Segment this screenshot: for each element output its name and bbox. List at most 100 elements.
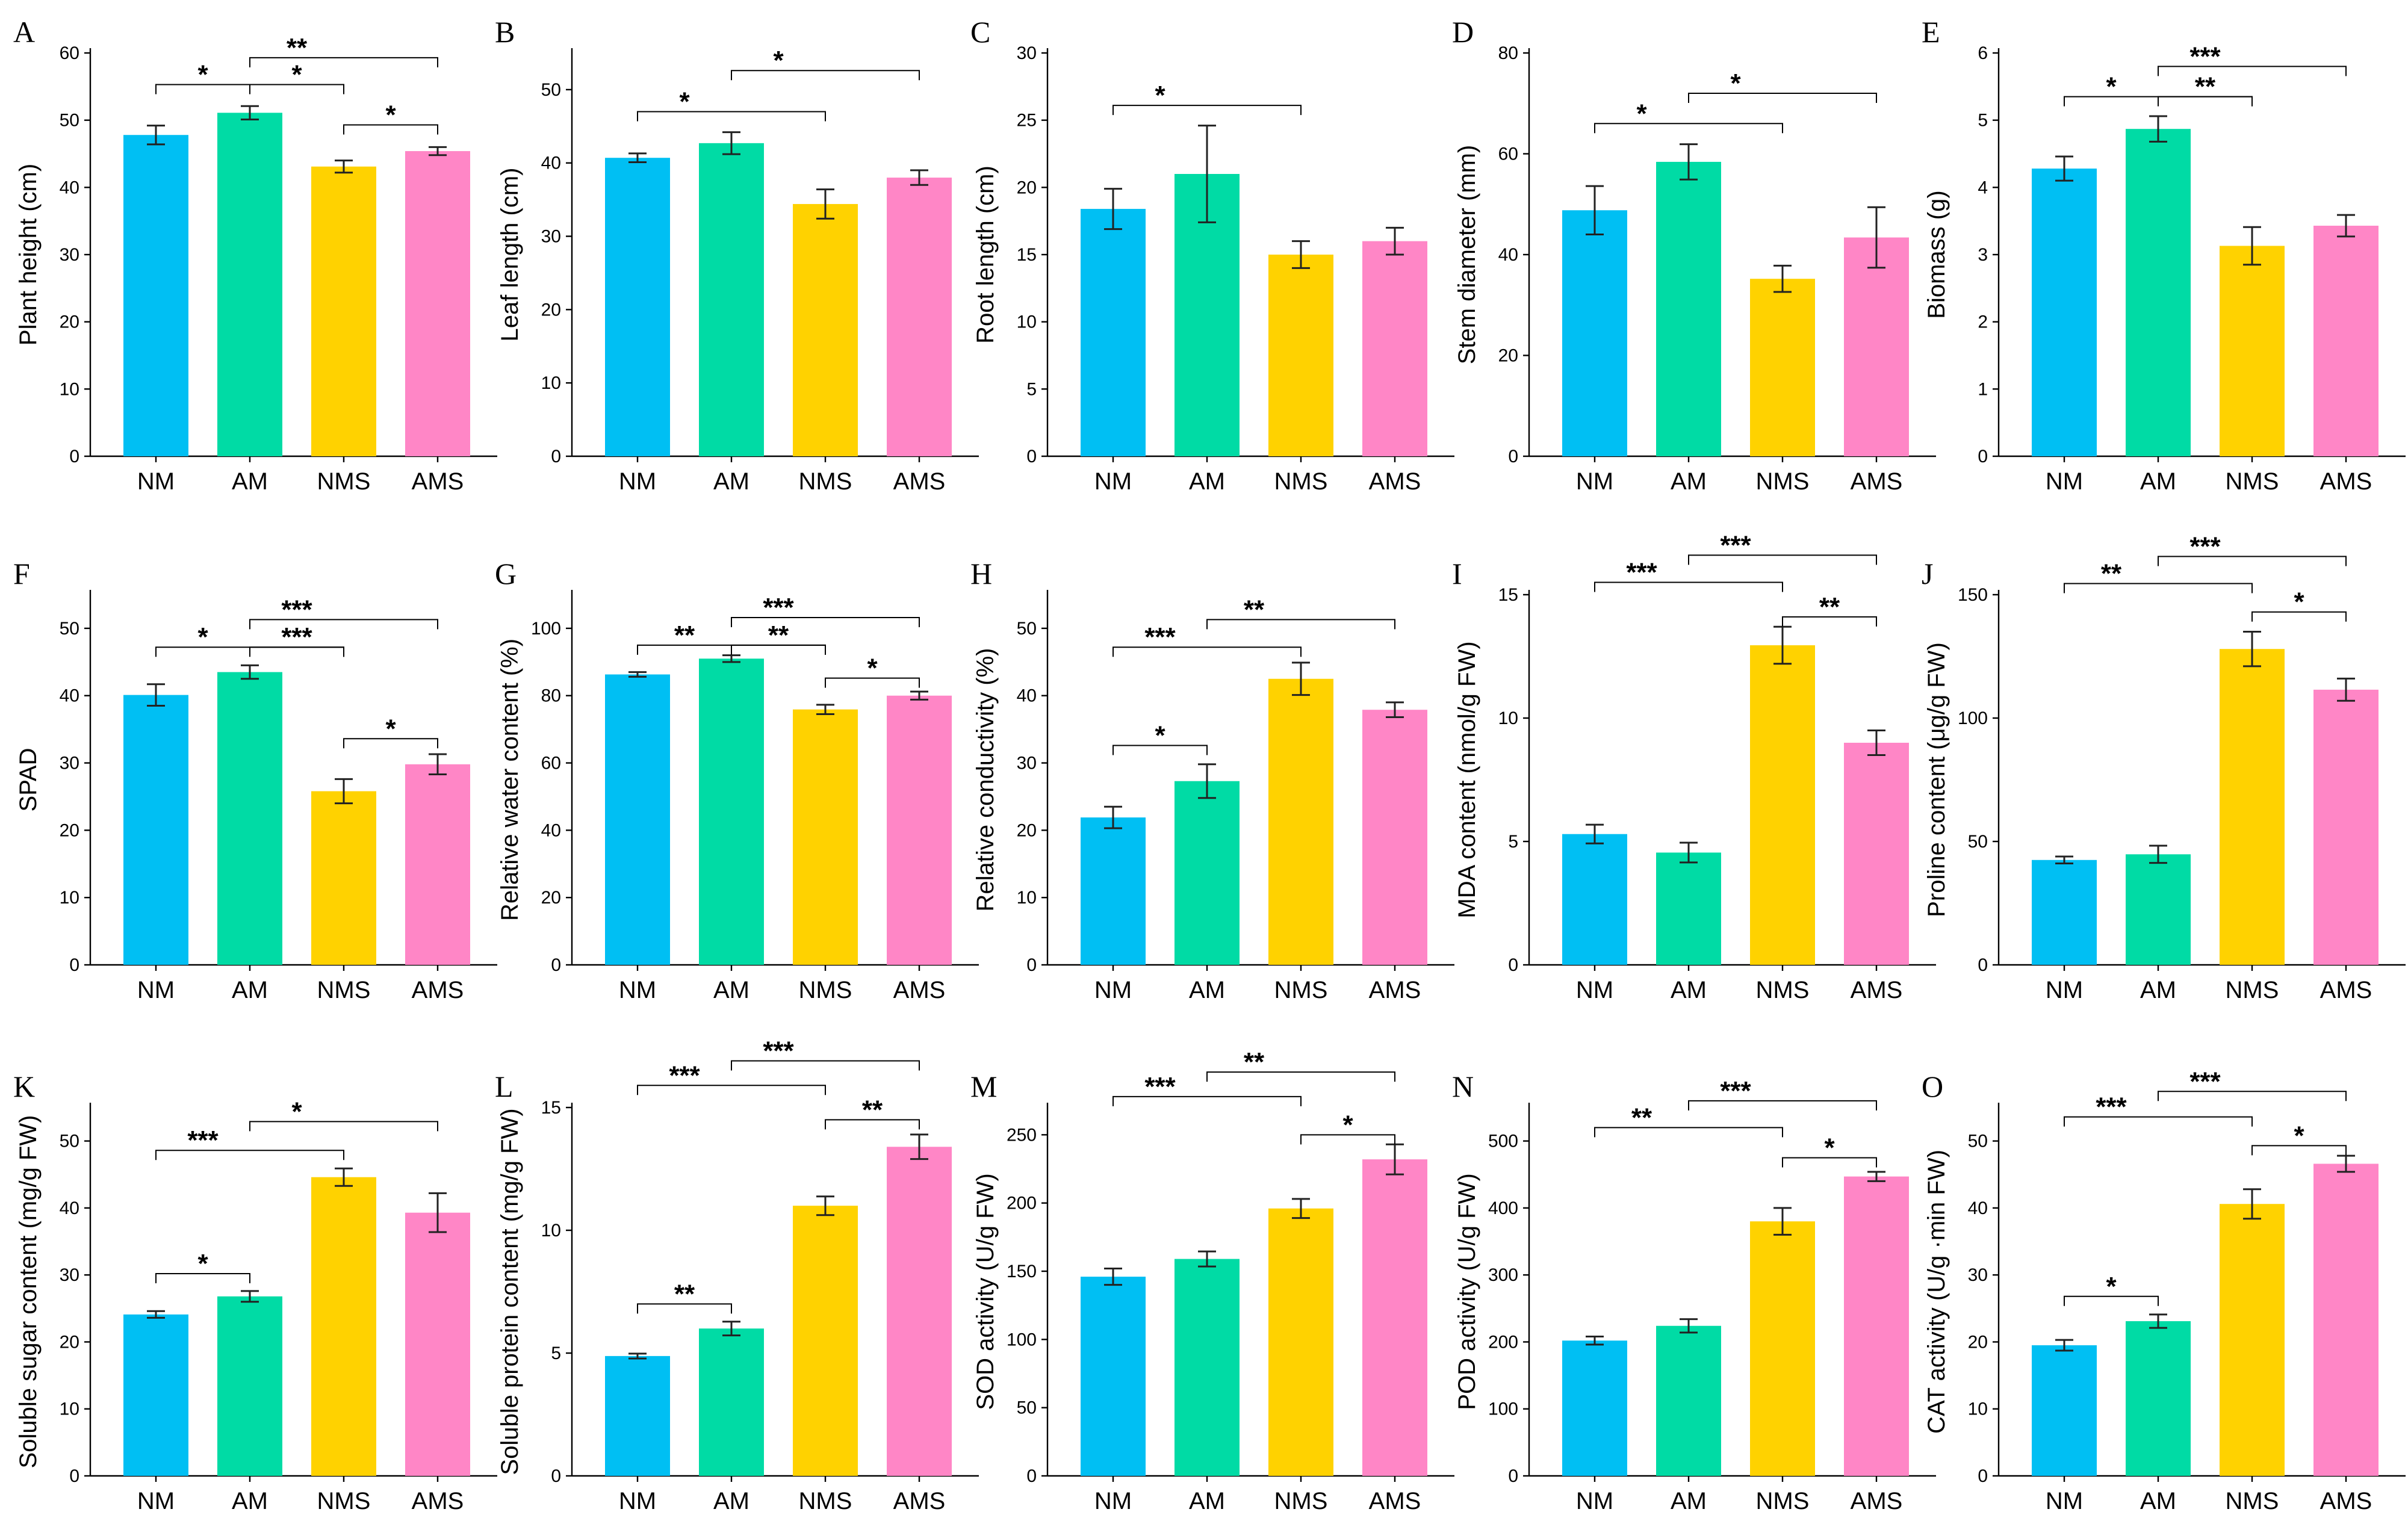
y-tick-label: 0	[1026, 955, 1037, 975]
bar-nms	[793, 203, 858, 456]
bar-nm	[1562, 1340, 1627, 1476]
y-axis-label: Biomass (g)	[1923, 190, 1950, 318]
bar-ams	[405, 151, 470, 457]
y-axis-label: Soluble protein content (mg/g FW)	[497, 1108, 523, 1475]
x-category-label: AMS	[893, 977, 946, 1003]
y-tick-label: 40	[60, 686, 79, 706]
significance-label: **	[862, 1095, 883, 1124]
bar-ams	[887, 695, 952, 965]
y-tick-label: 40	[1968, 1198, 1988, 1218]
y-tick-label: 30	[60, 1265, 79, 1285]
bar-ams	[1362, 1159, 1427, 1476]
bar-am	[1656, 161, 1721, 456]
chart-panel-m: M SOD activity (U/g FW) 0 50 100 150 200 250 NM A…	[970, 1047, 1454, 1514]
chart-panel-c: C Root length (cm) 0 5 10 15 20 25 30 NM AM NMS AMS *	[970, 15, 1454, 495]
y-axis-label: Soluble sugar content (mg/g FW)	[15, 1115, 42, 1469]
significance-label: ***	[2189, 1067, 2221, 1096]
significance-label: ***	[2096, 1092, 2127, 1122]
y-tick-label: 60	[541, 754, 561, 773]
significance-bracket	[731, 1060, 920, 1071]
significance-label: ***	[187, 1126, 219, 1155]
y-tick-label: 10	[1017, 888, 1037, 908]
significance-bracket	[825, 1119, 920, 1130]
x-category-label: AM	[2140, 1488, 2176, 1514]
x-category-label: AM	[232, 468, 268, 495]
y-tick-label: 10	[541, 373, 561, 393]
y-tick-label: 50	[60, 111, 79, 131]
chart-panel-a: A Plant height (cm) 0 10 20 30 40 50 60 NM AM NMS AM…	[13, 15, 497, 495]
y-tick-label: 0	[1508, 447, 1518, 466]
y-tick-label: 10	[541, 1221, 561, 1241]
bar-nms	[311, 791, 376, 965]
significance-label: ***	[2189, 531, 2221, 561]
y-tick-label: 80	[1498, 43, 1518, 63]
y-tick-label: 50	[1017, 1398, 1037, 1418]
significance-label: *	[1730, 69, 1741, 98]
significance-bracket	[731, 644, 826, 655]
significance-bracket	[1688, 554, 1877, 565]
significance-bracket	[825, 677, 920, 688]
y-axis-label: Relative water content (%)	[497, 639, 523, 921]
bar-am	[699, 143, 764, 456]
x-category-label: AMS	[1851, 1488, 1903, 1514]
y-tick-label: 10	[1968, 1399, 1988, 1419]
y-tick-label: 30	[1017, 754, 1037, 773]
y-tick-label: 100	[531, 619, 561, 639]
significance-bracket	[1594, 123, 1783, 134]
y-tick-label: 0	[1978, 447, 1988, 466]
chart-panel-o: O CAT activity (U/g ·min FW) 0 10 20 30 40 50 NM…	[1922, 1067, 2406, 1514]
chart-panel-d: D Stem diameter (mm) 0 20 40 60 80 NM AM NMS AMS * *	[1452, 15, 1936, 495]
significance-label: *	[1342, 1110, 1353, 1139]
significance-label: *	[1155, 81, 1165, 110]
significance-bracket	[637, 1303, 732, 1314]
significance-label: ***	[1720, 530, 1751, 560]
panel-letter: F	[13, 557, 30, 590]
significance-label: *	[2294, 1121, 2304, 1150]
y-tick-label: 10	[1017, 312, 1037, 332]
significance-label: ***	[281, 622, 312, 652]
y-tick-label: 20	[60, 312, 79, 332]
x-category-label: NMS	[317, 468, 371, 495]
y-tick-label: 50	[60, 1132, 79, 1151]
y-tick-label: 3	[1978, 245, 1988, 265]
y-tick-label: 40	[1498, 245, 1518, 265]
bar-ams	[887, 178, 952, 456]
significance-label: *	[773, 46, 784, 75]
bar-nm	[2032, 169, 2097, 456]
chart-panel-n: N POD activity (U/g FW) 0 100 200 300 400 500 NM…	[1452, 1070, 1936, 1514]
y-tick-label: 2	[1978, 312, 1988, 332]
y-tick-label: 20	[60, 820, 79, 840]
y-tick-label: 400	[1488, 1198, 1518, 1218]
bar-nm	[605, 158, 670, 456]
significance-label: **	[674, 1279, 695, 1309]
y-tick-label: 5	[1978, 111, 1988, 131]
y-tick-label: 0	[1508, 955, 1518, 975]
x-category-label: AM	[2140, 977, 2176, 1003]
y-tick-label: 80	[541, 686, 561, 706]
significance-bracket	[343, 124, 438, 135]
significance-bracket	[2158, 66, 2347, 76]
panel-letter: I	[1452, 557, 1462, 590]
x-category-label: AM	[713, 977, 749, 1003]
y-tick-label: 60	[1498, 144, 1518, 164]
x-category-label: NM	[137, 468, 175, 495]
y-tick-label: 200	[1007, 1194, 1037, 1213]
significance-label: *	[1824, 1133, 1835, 1162]
panel-letter: J	[1922, 557, 1933, 590]
bar-nm	[123, 135, 188, 456]
x-category-label: AMS	[893, 1488, 946, 1514]
y-tick-label: 0	[1026, 447, 1037, 466]
significance-label: **	[287, 33, 308, 63]
bar-ams	[1844, 743, 1909, 965]
x-category-label: AM	[2140, 468, 2176, 495]
panel-letter: E	[1922, 15, 1940, 49]
significance-bracket	[2251, 1145, 2347, 1156]
y-tick-label: 15	[1498, 585, 1518, 605]
chart-panel-h: H Relative conductivity (%) 0 10 20 30 40 50 NM A…	[970, 557, 1454, 1003]
significance-label: **	[1819, 592, 1840, 622]
bar-nm	[1081, 1277, 1146, 1476]
bar-ams	[1362, 241, 1427, 456]
y-tick-label: 15	[541, 1098, 561, 1118]
bar-nms	[1268, 1208, 1333, 1476]
